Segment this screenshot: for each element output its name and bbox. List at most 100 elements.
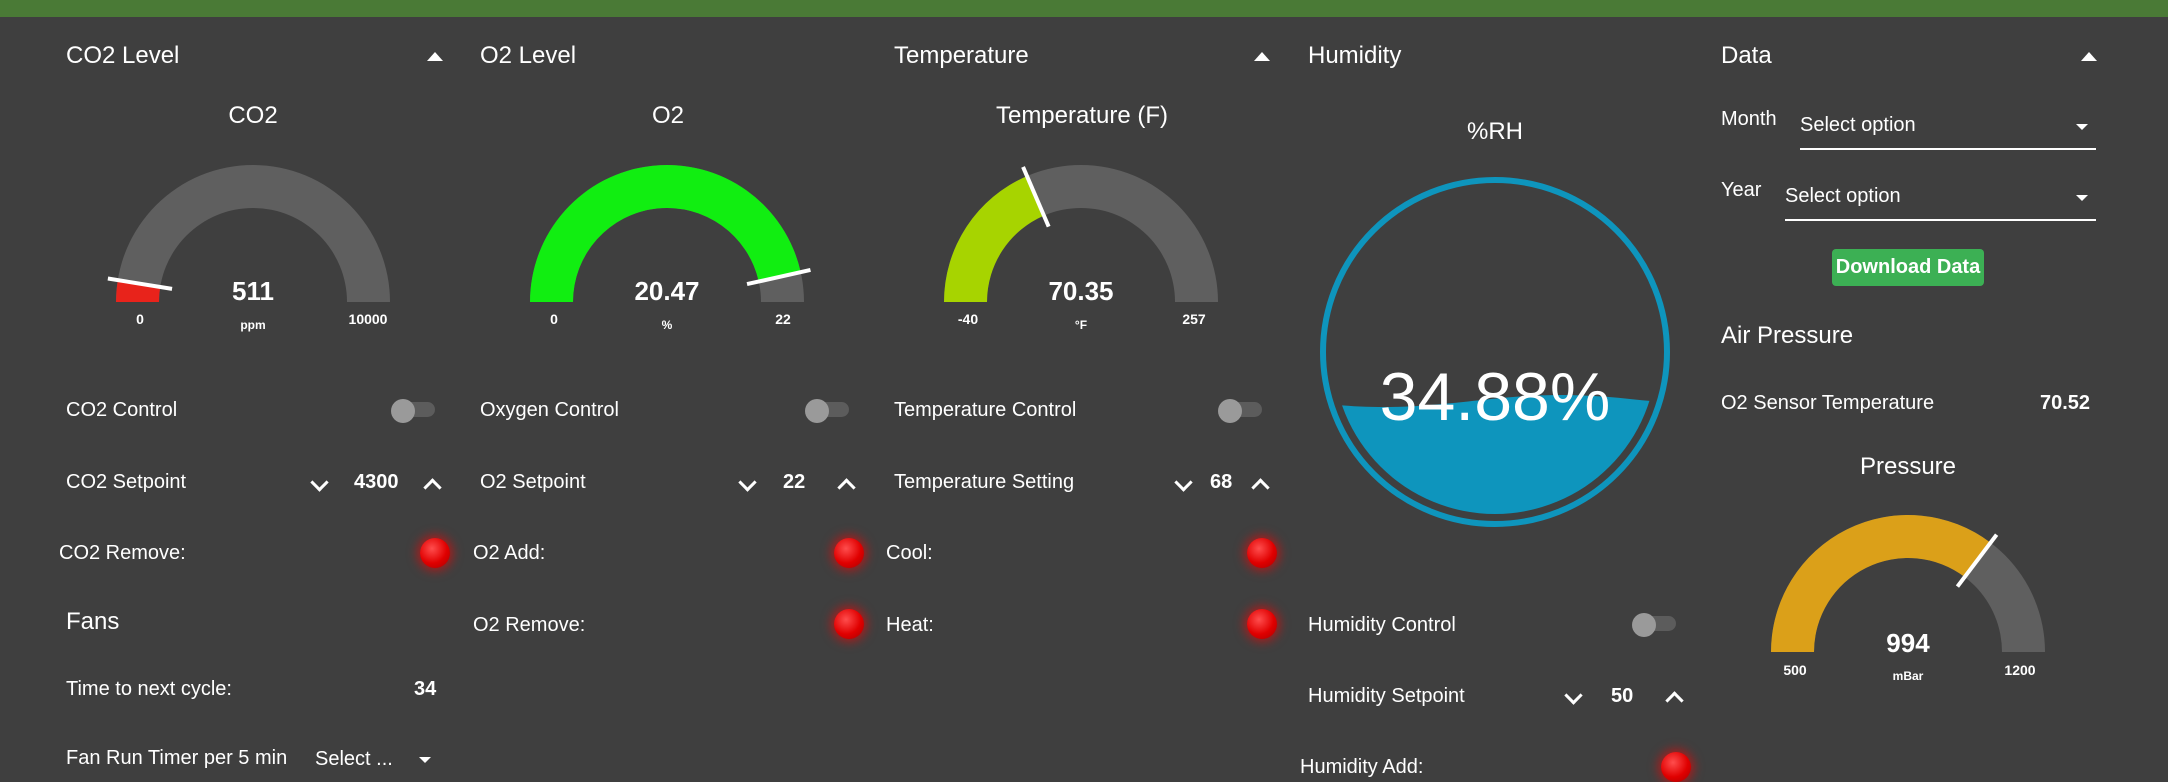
co2-gauge-title: CO2 [228,102,278,129]
month-select-text: Select option [1800,114,1916,136]
co2-control-label: CO2 Control [66,399,178,421]
o2-sensor-temperature-value: 70.52 [2040,392,2091,414]
humidity-gauge-title: %RH [1466,118,1523,145]
humidity-add-status-led-icon [1661,752,1691,782]
o2-gauge-min: 0 [550,311,558,327]
pressure-gauge-fill [1771,514,1991,652]
o2-gauge-needle [746,267,811,287]
o2-gauge-unit: % [661,318,673,332]
month-select[interactable]: Select option [1800,106,2096,150]
co2-gauge-needle [107,276,173,291]
temperature-gauge [944,165,1218,302]
pressure-gauge-unit: mBar [1892,669,1924,683]
o2-gauge-max: 22 [775,311,791,327]
year-label: Year [1721,179,1762,201]
humidity-setpoint-label: Humidity Setpoint [1308,685,1465,707]
o2-remove-label: O2 Remove: [473,614,586,636]
temperature-gauge-title: Temperature (F) [995,102,1169,129]
humidity-section-title: Humidity [1308,42,1402,69]
co2-gauge-max: 10000 [348,311,388,327]
temperature-setting-label: Temperature Setting [894,471,1075,493]
co2-gauge-value: 511 [232,276,274,306]
co2-gauge [107,165,390,302]
temperature-heat-status-led-icon [1247,609,1277,639]
humidity-setpoint-increase-chevron-up-icon[interactable] [1665,691,1684,710]
temperature-heat-label: Heat: [886,614,934,636]
fans-next-cycle-value: 34 [414,678,437,700]
co2-control-toggle[interactable] [391,399,435,423]
year-select-text: Select option [1785,185,1901,207]
o2-setpoint-increase-chevron-up-icon[interactable] [837,478,856,497]
air-pressure-section-title: Air Pressure [1721,322,1854,349]
dropdown-arrow-icon [2076,195,2088,201]
temperature-gauge-value: 70.35 [1048,276,1114,306]
humidity-setpoint-decrease-chevron-down-icon[interactable] [1564,686,1583,705]
o2-add-status-led-icon [834,538,864,568]
co2-setpoint-label: CO2 Setpoint [66,471,187,493]
pressure-gauge-min: 500 [1783,662,1807,678]
co2-gauge-unit: ppm [240,318,266,332]
year-select[interactable]: Select option [1785,177,2096,221]
o2-setpoint-decrease-chevron-down-icon[interactable] [738,473,757,492]
temperature-cool-label: Cool: [886,542,933,564]
dropdown-arrow-icon [2076,124,2088,130]
temperature-setting-increase-chevron-up-icon[interactable] [1251,478,1270,497]
co2-collapse-caret-icon[interactable] [427,52,443,61]
fans-next-cycle-label: Time to next cycle: [66,678,232,700]
temperature-control-toggle[interactable] [1218,399,1262,423]
pressure-gauge-value: 994 [1886,628,1930,658]
data-collapse-caret-icon[interactable] [2081,52,2097,61]
pressure-gauge-max: 1200 [2004,662,2036,678]
o2-gauge-title: O2 [651,102,684,129]
fans-section-title: Fans [66,608,120,635]
temperature-gauge-unit: °F [1074,318,1088,332]
co2-setpoint-value: 4300 [354,471,399,493]
humidity-gauge-value: 34.88% [1379,359,1611,435]
dropdown-arrow-icon [419,757,431,763]
fans-run-timer-label: Fan Run Timer per 5 min [66,747,288,769]
o2-control-label: Oxygen Control [480,399,619,421]
co2-remove-label: CO2 Remove: [59,542,186,564]
temperature-setting-decrease-chevron-down-icon[interactable] [1174,473,1193,492]
o2-gauge [530,164,811,302]
fans-run-timer-select-text: Select ... [315,748,393,770]
month-label: Month [1721,108,1777,130]
pressure-gauge-title: Pressure [1859,453,1957,480]
humidity-liquid-gauge [1320,177,1670,527]
temperature-gauge-min: -40 [957,311,979,327]
top-bar [0,0,2168,17]
humidity-add-label: Humidity Add: [1300,756,1424,778]
temperature-gauge-fill [944,176,1044,302]
co2-section-title: CO2 Level [66,42,180,69]
pressure-gauge [1771,514,2045,652]
o2-sensor-temperature-label: O2 Sensor Temperature [1721,392,1935,414]
co2-remove-status-led-icon [420,538,450,568]
o2-gauge-fill [530,164,801,302]
o2-add-label: O2 Add: [473,542,546,564]
pressure-gauge-needle [1955,533,1999,588]
o2-gauge-value: 20.47 [634,276,700,306]
o2-remove-status-led-icon [834,609,864,639]
temperature-gauge-max: 257 [1182,311,1206,327]
o2-section-title: O2 Level [480,42,577,69]
temperature-gauge-needle [1021,166,1051,228]
humidity-control-label: Humidity Control [1308,614,1456,636]
temperature-setting-value: 68 [1210,471,1233,493]
humidity-gauge-ring [1320,177,1670,527]
co2-gauge-track [116,165,390,302]
data-section-title: Data [1721,42,1772,69]
fans-run-timer-select[interactable]: Select ... [315,745,435,779]
o2-control-toggle[interactable] [805,399,849,423]
co2-setpoint-increase-chevron-up-icon[interactable] [423,478,442,497]
download-data-button[interactable]: Download Data [1832,249,1984,286]
temperature-collapse-caret-icon[interactable] [1254,52,1270,61]
temperature-cool-status-led-icon [1247,538,1277,568]
temperature-section-title: Temperature [894,42,1029,69]
o2-setpoint-label: O2 Setpoint [480,471,586,493]
o2-setpoint-value: 22 [783,471,806,493]
co2-setpoint-decrease-chevron-down-icon[interactable] [310,473,329,492]
temperature-control-label: Temperature Control [894,399,1077,421]
humidity-control-toggle[interactable] [1632,613,1676,637]
co2-gauge-min: 0 [136,311,144,327]
humidity-setpoint-value: 50 [1611,685,1634,707]
